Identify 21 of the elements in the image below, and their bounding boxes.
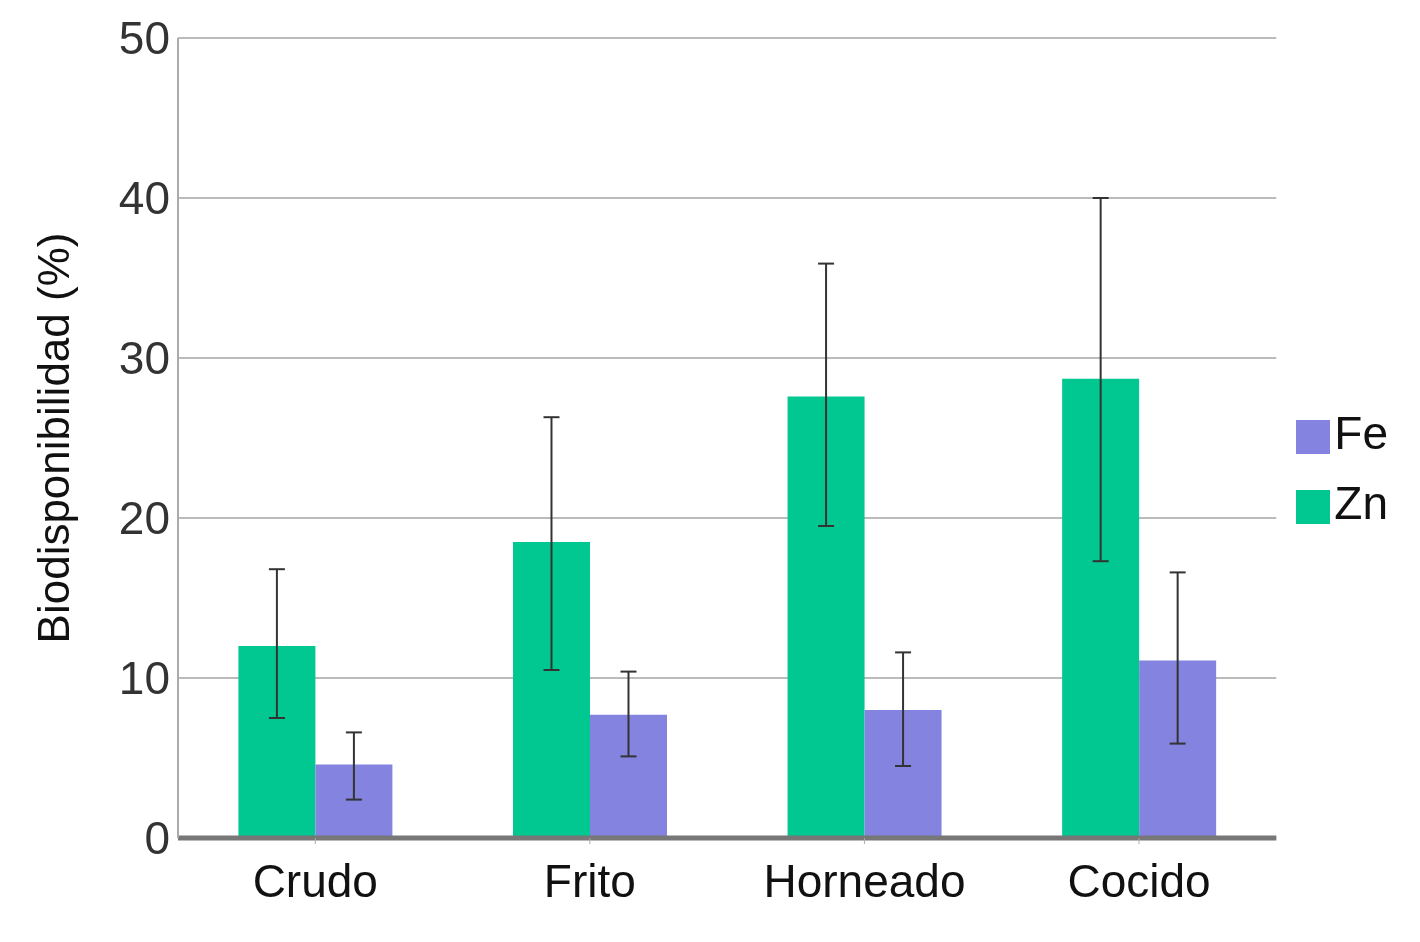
y-tick-label: 10: [118, 652, 170, 705]
bar: [315, 764, 393, 838]
bar: [589, 714, 667, 838]
bar: [1139, 660, 1217, 838]
y-tick-label: 50: [118, 12, 170, 65]
x-tick-label: Frito: [543, 854, 636, 907]
bar: [512, 542, 590, 838]
x-tick-label: Horneado: [763, 854, 966, 907]
x-tick-label: Cocido: [1067, 854, 1211, 907]
bar: [864, 710, 942, 838]
y-tick-label: 40: [118, 172, 170, 225]
y-tick-label: 20: [118, 492, 170, 545]
y-tick-label: 0: [144, 812, 170, 865]
bar: [787, 396, 865, 838]
x-tick-label: Crudo: [252, 854, 378, 907]
bar: [1062, 378, 1140, 838]
legend-label: Fe: [1334, 407, 1388, 459]
legend-label: Zn: [1334, 477, 1388, 529]
bar: [238, 646, 316, 838]
y-tick-label: 30: [118, 332, 170, 385]
y-axis-title: Biodisponibilidad (%): [28, 232, 78, 644]
